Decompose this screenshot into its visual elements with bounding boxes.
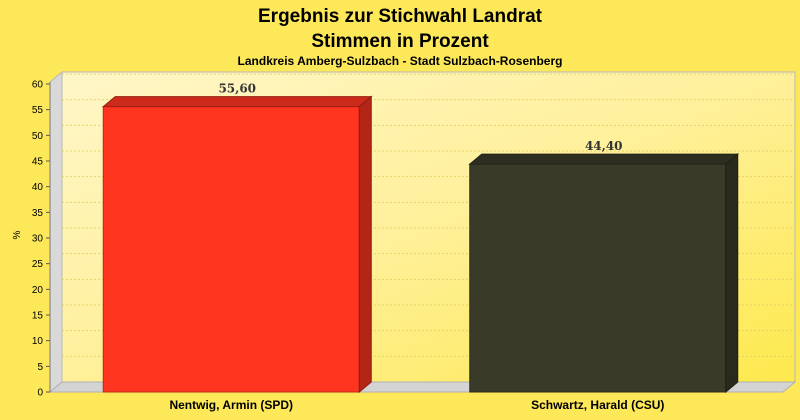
y-axis-label: % xyxy=(12,230,23,239)
bar-group: 55,60 44,40 xyxy=(101,82,740,394)
y-tick-label: 35 xyxy=(32,208,44,219)
chart-title: Ergebnis zur Stichwahl Landrat xyxy=(258,6,543,27)
bar-side-face xyxy=(358,95,372,394)
y-tick-label: 10 xyxy=(32,336,44,347)
data-label: 55,60 xyxy=(218,82,256,96)
plot-left-wall xyxy=(49,70,63,394)
y-tick-label: 45 xyxy=(32,157,44,168)
bar-top-face xyxy=(101,96,373,108)
category-label: Schwartz, Harald (CSU) xyxy=(531,398,664,412)
chart-title-line2: Stimmen in Prozent xyxy=(311,31,489,52)
bar-top-face xyxy=(468,153,740,165)
bar xyxy=(102,106,360,393)
bar xyxy=(469,163,727,393)
y-tick-label: 0 xyxy=(37,388,43,399)
y-tick-label: 55 xyxy=(32,105,44,116)
chart-subtitle: Landkreis Amberg-Sulzbach - Stadt Sulzba… xyxy=(238,54,563,68)
bar-side-face xyxy=(725,153,739,394)
y-tick-label: 30 xyxy=(32,234,44,245)
y-tick-label: 40 xyxy=(32,182,44,193)
y-tick-label: 15 xyxy=(32,311,44,322)
y-axis: 0 5 10 15 20 25 30 35 40 45 50 55 60 xyxy=(32,80,51,399)
x-axis: Nentwig, Armin (SPD) Schwartz, Harald (CS… xyxy=(169,398,664,412)
y-tick-label: 50 xyxy=(32,131,44,142)
category-label: Nentwig, Armin (SPD) xyxy=(169,398,293,412)
y-tick-label: 5 xyxy=(37,362,43,373)
y-tick-label: 60 xyxy=(32,80,44,91)
y-tick-label: 20 xyxy=(32,285,44,296)
data-label: 44,40 xyxy=(585,139,623,153)
y-tick-label: 25 xyxy=(32,259,44,270)
